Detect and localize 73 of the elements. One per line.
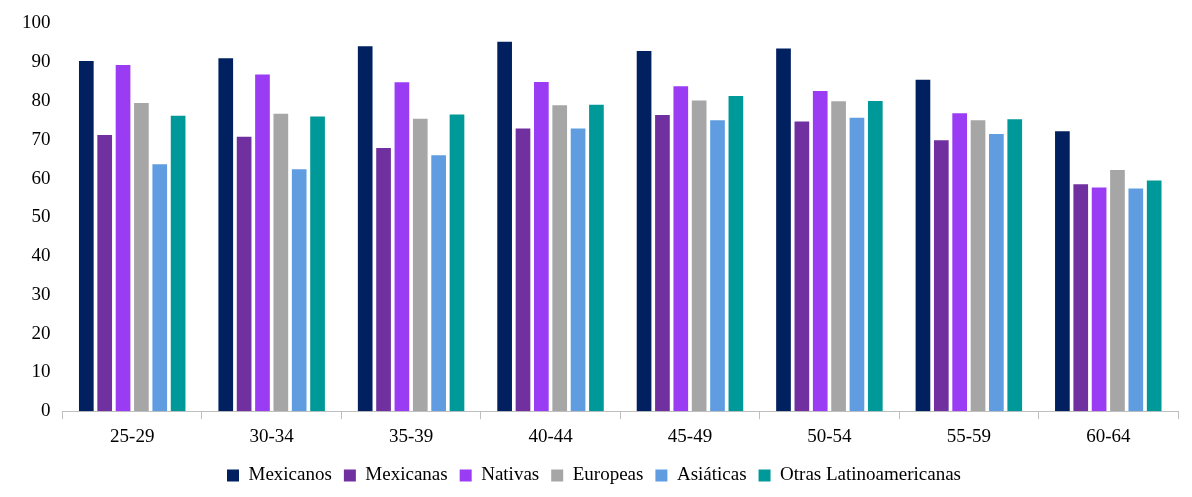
legend-label: Asiáticas [676,463,747,485]
bar [831,101,846,412]
bar [1146,180,1162,412]
bar [1091,187,1107,412]
legend-label: Mexicanos [248,463,332,485]
bar [1110,169,1125,412]
bar [710,120,725,412]
y-tick-label: 10 [31,360,51,382]
bar [236,136,252,412]
bar [394,82,410,412]
bar [291,169,307,412]
bar [849,117,865,412]
x-tick-label: 25-29 [110,424,155,446]
bar [78,61,94,412]
bar [255,74,270,412]
bar [310,116,325,412]
bar [534,81,549,412]
bar [552,105,568,412]
y-tick-label: 20 [31,321,51,343]
bar [1128,188,1144,412]
bar [655,114,670,412]
bar [134,102,149,412]
legend-label: Otras Latinoamericanas [780,463,961,485]
bar [952,113,968,412]
bar [989,133,1004,412]
legend-label: Nativas [481,463,540,485]
bar [273,113,289,412]
y-tick-label: 60 [31,166,51,188]
bar [570,128,586,412]
bar [152,164,168,412]
bar [497,41,512,412]
y-tick-label: 30 [31,282,51,304]
bar [115,64,131,412]
bar [515,128,531,412]
bar [691,100,707,412]
bar [1073,184,1089,412]
legend-label: Mexicanas [365,463,448,485]
y-tick-label: 40 [31,244,51,266]
bar [970,120,986,412]
x-tick-label: 30-34 [249,424,295,446]
bar [933,140,949,412]
y-tick-label: 90 [31,50,51,72]
bar [357,46,373,412]
bar [636,50,652,412]
y-tick-label: 0 [41,399,51,421]
y-tick-label: 100 [22,11,51,33]
bar [794,121,810,412]
bar [376,147,391,412]
x-tick-label: 40-44 [528,424,574,446]
bar [728,95,744,412]
y-tick-label: 70 [31,127,51,149]
bar [1055,131,1070,412]
x-tick-label: 55-59 [946,424,992,446]
bar [218,58,234,412]
bar [673,86,689,412]
bar [170,115,186,412]
bar [97,135,113,412]
bar [589,104,604,412]
bar [867,100,883,412]
bar [431,155,446,412]
legend-label: Europeas [572,463,644,485]
y-tick-label: 80 [31,88,51,110]
x-tick-label: 50-54 [807,424,853,446]
x-tick-label: 35-39 [388,424,434,446]
bar [449,114,465,412]
bar [915,79,931,412]
y-tick-label: 50 [31,205,51,227]
bar [1007,119,1023,412]
bar [412,118,428,412]
x-tick-label: 45-49 [667,424,713,446]
bar [812,90,828,412]
bar [776,48,791,412]
x-tick-label: 60-64 [1086,424,1131,446]
